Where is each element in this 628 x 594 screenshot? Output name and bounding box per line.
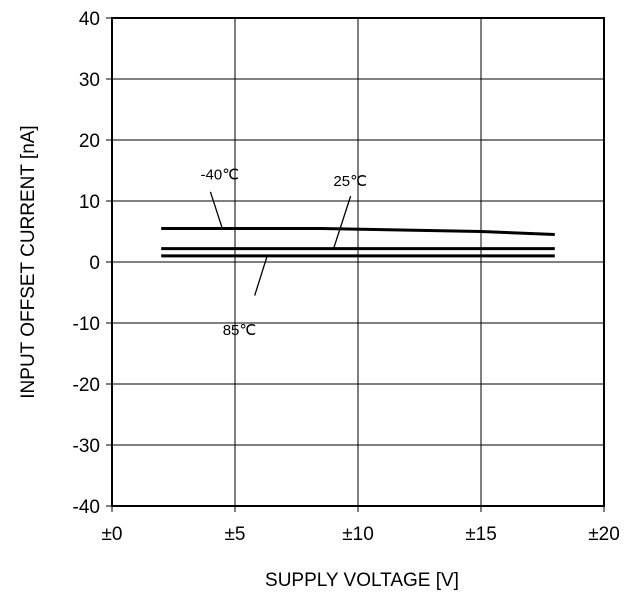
grid: [112, 18, 604, 506]
annotation-label: -40℃: [201, 167, 240, 184]
annotation-label: 25℃: [333, 173, 367, 190]
y-tick-label: 20: [79, 131, 100, 152]
x-tick-label: ±15: [465, 524, 497, 545]
y-tick-label: 10: [79, 192, 100, 213]
annotation-label: 85℃: [223, 322, 257, 339]
annotation-leader: [209, 191, 224, 230]
tick-labels: 40 30 20 10 0 -10 -20 -30 -40±0 ±5 ±10 ±15 ±20: [73, 9, 620, 545]
series-line: [161, 226, 555, 237]
y-tick-label: 30: [79, 70, 100, 91]
y-tick-label: -30: [73, 436, 100, 457]
x-tick-label: ±10: [342, 524, 374, 545]
y-tick-label: -40: [73, 497, 100, 518]
y-axis-label: INPUT OFFSET CURRENT [nA]: [18, 125, 39, 398]
annotations: -40℃ 25℃ 85℃: [201, 167, 367, 340]
x-axis-label: SUPPLY VOLTAGE [V]: [265, 570, 459, 591]
annotation-leaders: [209, 191, 352, 296]
y-tick-label: -20: [73, 375, 100, 396]
y-tick-label: 40: [79, 9, 100, 30]
y-tick-label: -10: [73, 314, 100, 335]
y-tick-label: 0: [89, 253, 100, 274]
x-tick-label: ±20: [588, 524, 620, 545]
series-lines: [161, 226, 555, 258]
annotation-leader: [332, 195, 352, 250]
x-tick-label: ±0: [102, 524, 123, 545]
x-tick-label: ±5: [225, 524, 246, 545]
annotation-leader: [254, 256, 268, 296]
